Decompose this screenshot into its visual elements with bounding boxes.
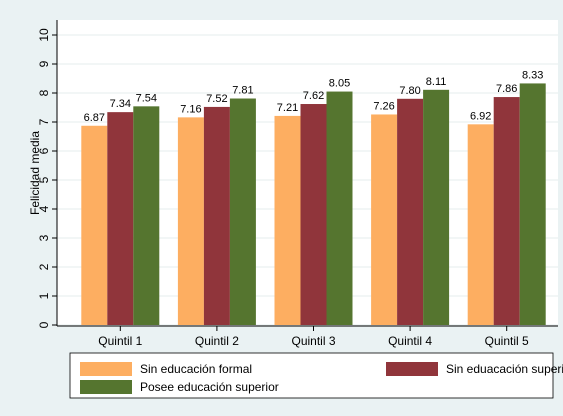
bar — [467, 124, 494, 325]
legend-swatch — [80, 362, 132, 376]
legend-label: Sin educación formal — [140, 362, 252, 376]
bar — [300, 104, 327, 326]
value-label: 7.16 — [180, 103, 201, 115]
value-label: 7.54 — [136, 92, 157, 104]
value-label: 8.33 — [522, 69, 543, 81]
y-tick-label: 1 — [37, 292, 51, 299]
legend-box — [69, 352, 554, 399]
bar — [229, 98, 256, 325]
value-label: 7.26 — [373, 100, 394, 112]
value-label: 7.80 — [399, 85, 420, 97]
bar — [371, 114, 398, 326]
y-tick-label: 3 — [37, 234, 51, 241]
y-tick-label: 9 — [37, 60, 51, 67]
bar — [493, 97, 520, 325]
bar — [519, 83, 546, 326]
x-tick-label: Quintil 3 — [291, 334, 335, 348]
legend-swatch — [386, 362, 438, 376]
x-tick-label: Quintil 1 — [98, 334, 142, 348]
value-label: 6.87 — [84, 112, 105, 124]
y-tick-label: 8 — [37, 89, 51, 96]
x-tick-label: Quintil 4 — [388, 334, 432, 348]
x-tick-label: Quintil 5 — [485, 334, 529, 348]
bar — [423, 89, 450, 325]
x-tick-label: Quintil 2 — [195, 334, 239, 348]
y-axis-label: Felicidad media — [28, 131, 42, 215]
y-tick-label: 6 — [37, 147, 51, 154]
value-label: 7.21 — [277, 102, 298, 114]
value-label: 8.05 — [329, 78, 350, 90]
y-tick-label: 0 — [37, 321, 51, 328]
y-tick-label: 7 — [37, 118, 51, 125]
value-label: 7.86 — [496, 83, 517, 95]
bar — [107, 112, 134, 325]
bar — [326, 91, 353, 325]
legend-label: Sin eduacación superior — [446, 362, 563, 376]
value-label: 6.92 — [470, 110, 491, 122]
legend-label: Posee educación superior — [140, 380, 279, 394]
value-label: 7.62 — [303, 90, 324, 102]
y-tick-label: 5 — [37, 176, 51, 183]
value-label: 7.52 — [206, 93, 227, 105]
y-tick-label: 4 — [37, 205, 51, 212]
value-label: 8.11 — [426, 76, 447, 88]
value-label: 7.81 — [232, 85, 253, 97]
bar — [397, 98, 424, 325]
bar — [177, 117, 204, 325]
value-label: 7.34 — [110, 98, 131, 110]
bar — [203, 106, 230, 325]
y-tick-label: 10 — [37, 28, 51, 42]
bar — [133, 106, 160, 325]
bar — [274, 115, 301, 325]
bar — [81, 125, 108, 326]
legend-swatch — [80, 380, 132, 394]
y-tick-label: 2 — [37, 263, 51, 270]
